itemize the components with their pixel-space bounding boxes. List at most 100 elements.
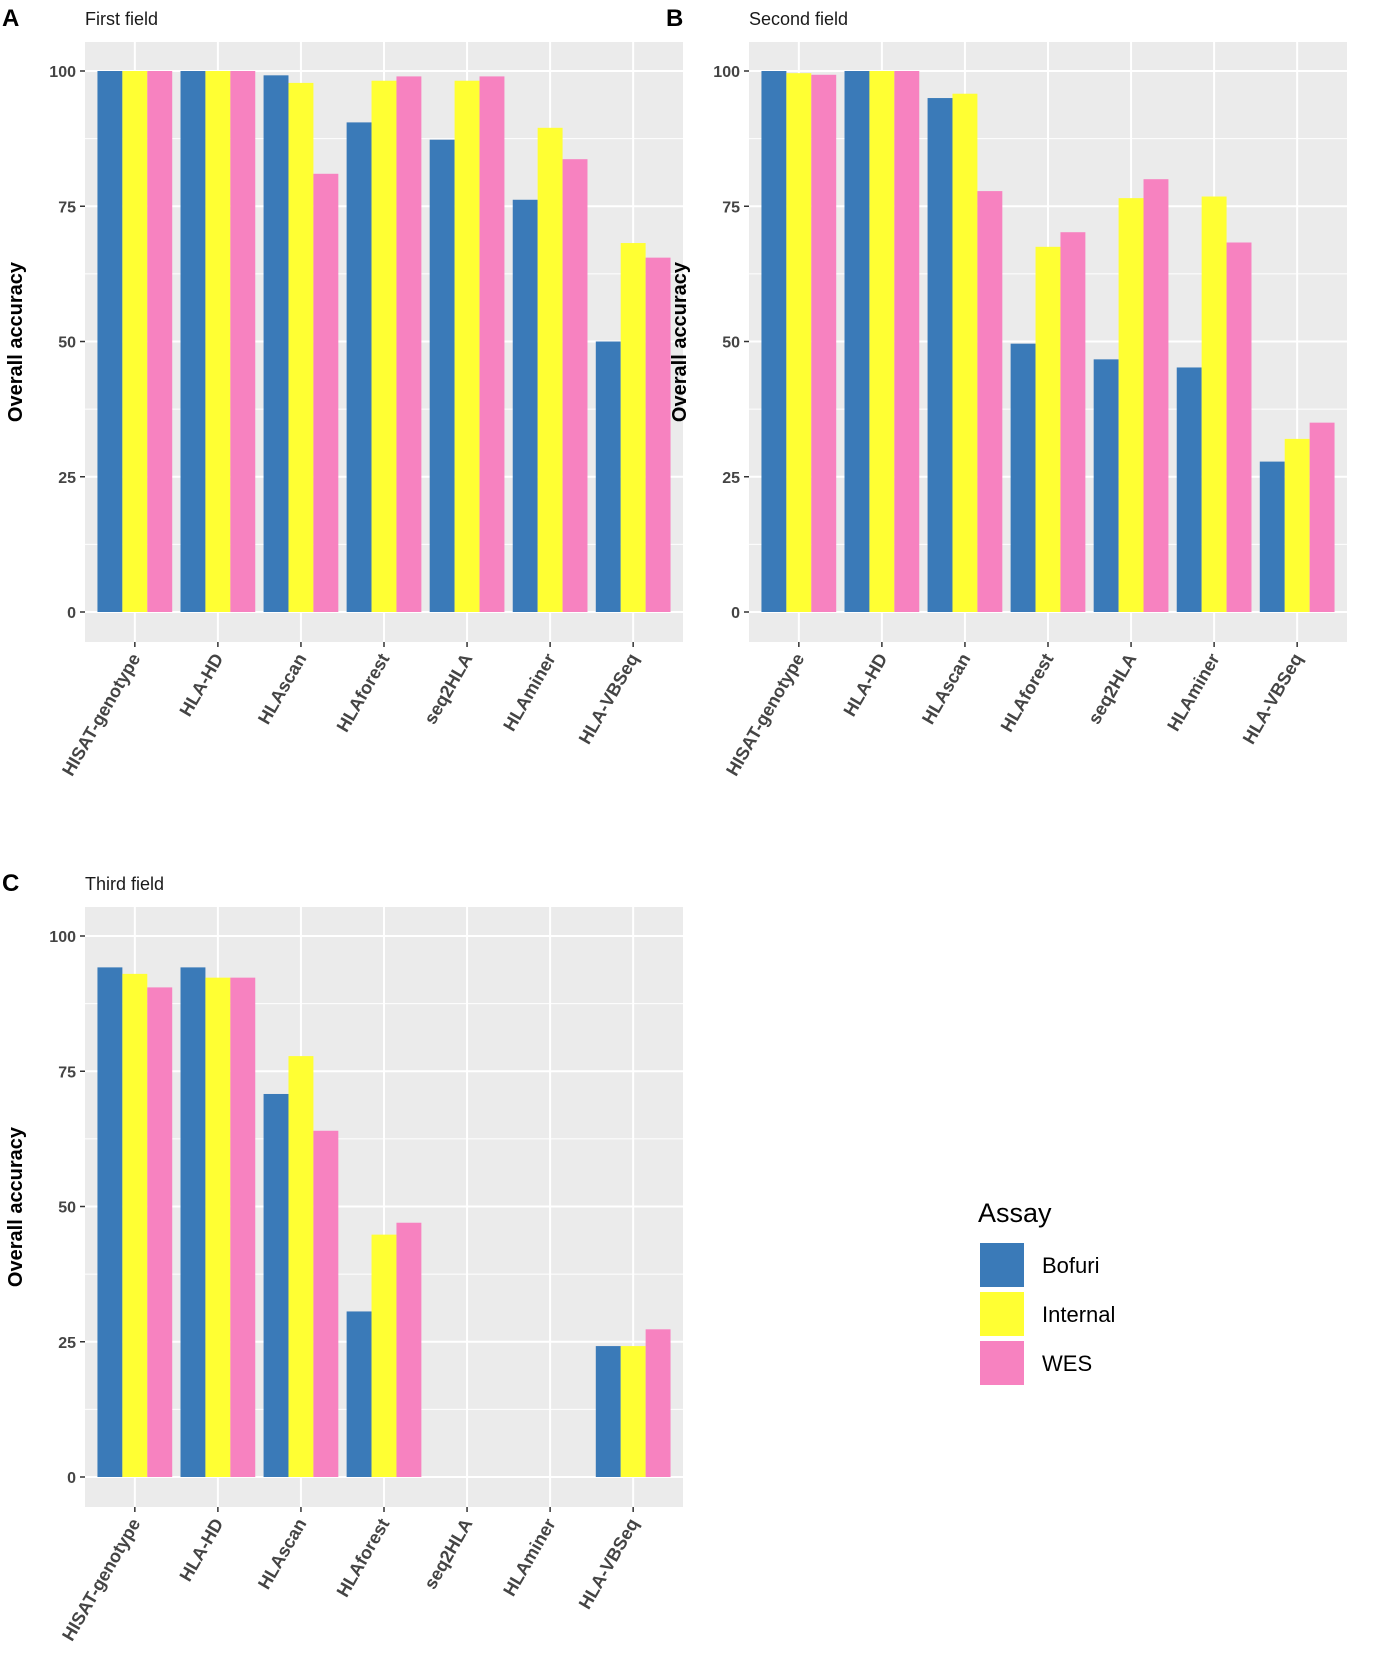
bar-bofuri-seq2hla [429, 139, 455, 612]
bar-internal-seq2hla [1118, 198, 1144, 612]
bar-wes-hlascan [313, 173, 339, 613]
bar-bofuri-seq2hla [1093, 359, 1119, 612]
bar-bofuri-hlascan [927, 98, 953, 613]
panel-b-second-field: B Second field 0 25 50 75 100 HISAT-genotype HLA… [666, 5, 1347, 779]
bar-internal-hisat-genotype [786, 73, 812, 612]
panel-c-third-field: C Third field 0 25 50 75 100 HISAT-genotype HLA-… [2, 870, 683, 1644]
bar-internal-hlaforest [371, 80, 397, 613]
bar-internal-hlaminer [537, 127, 563, 613]
bar-bofuri-hlaforest [346, 122, 372, 613]
y-tick-label: 0 [731, 605, 740, 622]
panel-letter: B [666, 5, 683, 32]
bar-wes-hla-hd [894, 71, 920, 612]
bar-wes-hla-hd [230, 977, 256, 1477]
bar-bofuri-hisat-genotype [97, 71, 123, 612]
bar-bofuri-hla-vbseq [1259, 461, 1285, 612]
x-tick-label-hla-hd: HLA-HD [176, 1515, 228, 1585]
x-tick-label-seq2hla: seq2HLA [1084, 650, 1140, 728]
bar-internal-hla-vbseq [620, 1346, 646, 1477]
x-tick-label-hisat-genotype: HISAT-genotype [722, 650, 808, 779]
x-tick-label-seq2hla: seq2HLA [420, 650, 476, 728]
bar-internal-seq2hla [454, 80, 480, 613]
y-tick-label: 50 [722, 335, 740, 352]
bar-bofuri-hla-vbseq [595, 1346, 621, 1477]
legend-key-internal [980, 1292, 1024, 1336]
bar-internal-hlaforest [1035, 246, 1061, 612]
legend-label-internal: Internal [1042, 1302, 1115, 1327]
y-tick-label: 25 [58, 470, 76, 487]
y-tick-label: 0 [67, 605, 76, 622]
x-tick-label-hlaforest: HLAforest [997, 650, 1058, 735]
panel-title: Second field [749, 9, 848, 29]
bar-internal-hlaminer [1201, 196, 1227, 612]
bar-wes-hisat-genotype [811, 74, 837, 613]
bar-bofuri-hlaminer [1176, 367, 1202, 612]
legend-key-wes [980, 1341, 1024, 1385]
x-tick-label-hlascan: HLAscan [254, 650, 310, 728]
panel-a-first-field: A First field 0 25 50 75 100 HISAT-genotype HLA-… [2, 5, 683, 779]
bar-internal-hlaforest [371, 1234, 397, 1477]
x-tick-label-hla-vbseq: HLA-VBSeq [575, 650, 643, 747]
panel-title: Third field [85, 874, 164, 894]
y-axis-title: Overall accuracy [669, 261, 691, 422]
bar-internal-hlascan [288, 1056, 314, 1477]
bar-wes-seq2hla [479, 76, 505, 612]
y-tick-label: 75 [58, 1064, 76, 1081]
bar-wes-hla-vbseq [645, 1329, 671, 1477]
y-tick-label: 25 [58, 1335, 76, 1352]
bar-bofuri-hla-hd [180, 71, 206, 612]
y-tick-label: 100 [713, 64, 740, 81]
bar-wes-hlaminer [562, 159, 588, 613]
bar-bofuri-hlascan [263, 75, 289, 612]
y-tick-label: 75 [722, 199, 740, 216]
bar-internal-hla-vbseq [1284, 438, 1310, 612]
y-tick-label: 25 [722, 470, 740, 487]
bar-internal-hla-hd [205, 71, 231, 612]
panel-letter: C [2, 870, 19, 897]
y-tick-label: 50 [58, 1200, 76, 1217]
bar-wes-hlaminer [1226, 242, 1252, 612]
bar-wes-hlaforest [396, 1222, 422, 1477]
bar-bofuri-hlaforest [1010, 343, 1036, 612]
bar-wes-hlaforest [1060, 232, 1086, 612]
legend: Assay Bofuri Internal WES [978, 1198, 1115, 1385]
bar-internal-hlascan [952, 93, 978, 613]
bar-bofuri-hlascan [263, 1093, 289, 1477]
x-tick-label-hla-vbseq: HLA-VBSeq [575, 1515, 643, 1612]
bar-internal-hla-hd [205, 977, 231, 1477]
bar-wes-hlaforest [396, 76, 422, 612]
bar-bofuri-hlaforest [346, 1311, 372, 1477]
bar-wes-hla-hd [230, 71, 256, 612]
x-tick-label-hisat-genotype: HISAT-genotype [58, 1515, 144, 1644]
bar-bofuri-hlaminer [512, 199, 538, 612]
y-tick-label: 0 [67, 1470, 76, 1487]
x-tick-label-hla-hd: HLA-HD [840, 650, 892, 720]
x-tick-label-hlaminer: HLAminer [1163, 650, 1223, 734]
x-tick-label-hlaminer: HLAminer [499, 1515, 559, 1599]
x-tick-label-hla-hd: HLA-HD [176, 650, 228, 720]
bar-wes-hisat-genotype [147, 987, 173, 1477]
bar-wes-hlascan [977, 191, 1003, 613]
legend-label-bofuri: Bofuri [1042, 1253, 1099, 1278]
x-tick-label-hlascan: HLAscan [918, 650, 974, 728]
bar-wes-hla-vbseq [645, 257, 671, 612]
y-tick-label: 75 [58, 199, 76, 216]
bar-internal-hisat-genotype [122, 71, 148, 612]
bar-bofuri-hla-hd [180, 967, 206, 1477]
x-tick-label-hlaforest: HLAforest [333, 650, 394, 735]
legend-title: Assay [978, 1198, 1052, 1228]
bar-internal-hlascan [288, 82, 314, 613]
bar-wes-hisat-genotype [147, 71, 173, 612]
panel-letter: A [2, 5, 19, 32]
y-tick-label: 100 [49, 64, 76, 81]
x-tick-label-hlaforest: HLAforest [333, 1515, 394, 1600]
bar-internal-hla-hd [869, 71, 895, 612]
x-tick-label-hisat-genotype: HISAT-genotype [58, 650, 144, 779]
bar-wes-seq2hla [1143, 179, 1169, 612]
y-axis-title: Overall accuracy [5, 261, 27, 422]
bar-bofuri-hisat-genotype [761, 71, 787, 612]
y-axis-title: Overall accuracy [5, 1126, 27, 1287]
bar-internal-hla-vbseq [620, 243, 646, 612]
legend-label-wes: WES [1042, 1351, 1092, 1376]
